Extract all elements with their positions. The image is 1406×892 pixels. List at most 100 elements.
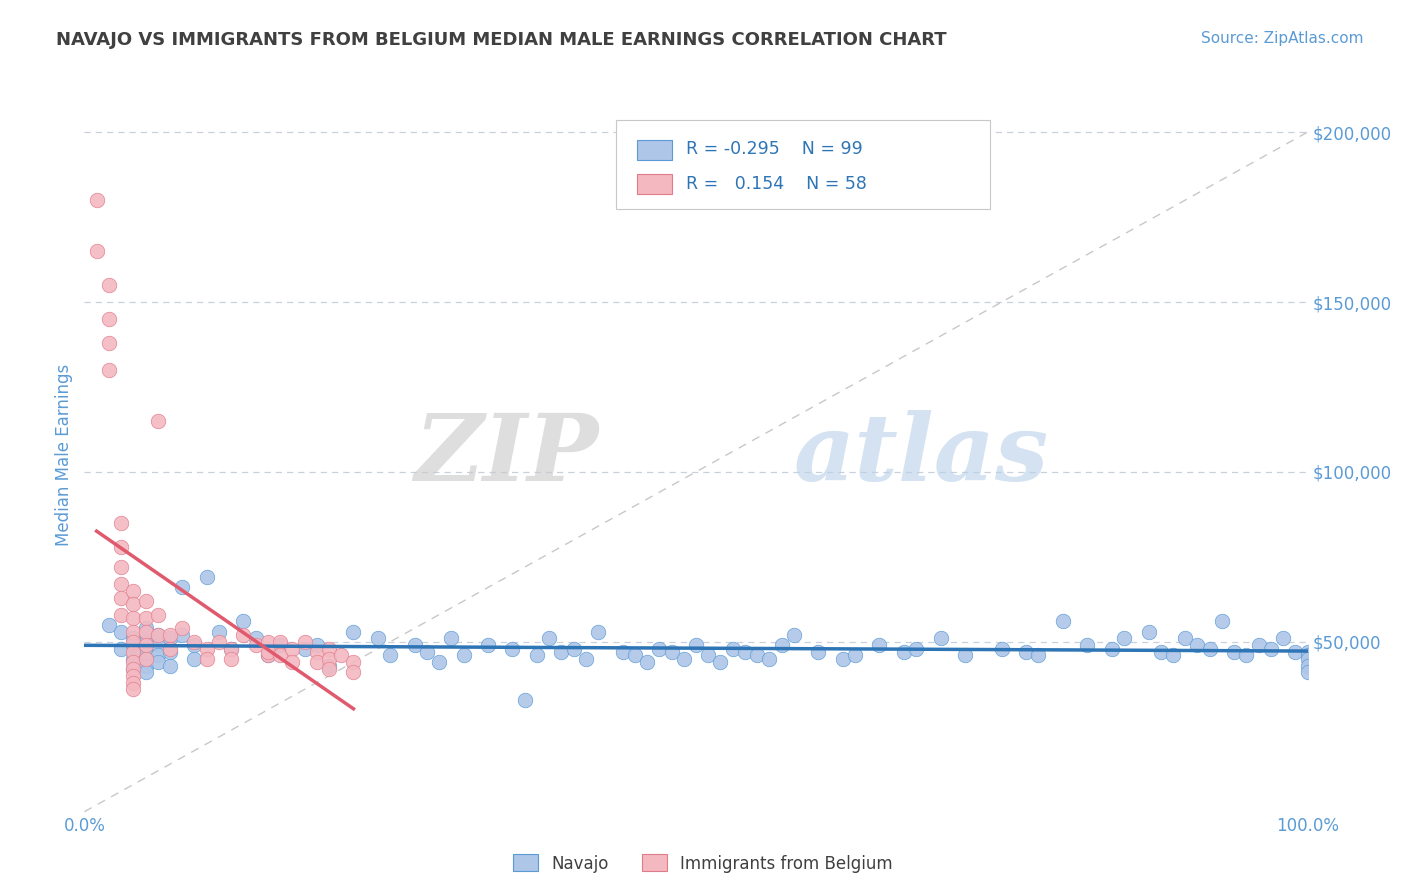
Point bbox=[380, 648, 402, 663]
Point bbox=[97, 312, 120, 326]
Text: NAVAJO VS IMMIGRANTS FROM BELGIUM MEDIAN MALE EARNINGS CORRELATION CHART: NAVAJO VS IMMIGRANTS FROM BELGIUM MEDIAN… bbox=[56, 31, 946, 49]
Point bbox=[575, 652, 598, 666]
Point bbox=[135, 624, 157, 639]
Point bbox=[135, 635, 157, 649]
Point bbox=[122, 675, 145, 690]
Point bbox=[208, 624, 231, 639]
Text: atlas: atlas bbox=[794, 410, 1049, 500]
Point bbox=[758, 652, 780, 666]
Point bbox=[318, 662, 340, 676]
Point bbox=[281, 655, 304, 669]
Point bbox=[342, 665, 364, 680]
Point bbox=[305, 638, 328, 652]
Point bbox=[586, 624, 609, 639]
Point bbox=[294, 641, 316, 656]
Point bbox=[257, 645, 280, 659]
Point bbox=[427, 655, 450, 669]
Point bbox=[122, 611, 145, 625]
Point bbox=[122, 598, 145, 612]
Point bbox=[697, 648, 720, 663]
Point bbox=[513, 692, 536, 706]
Point bbox=[183, 652, 205, 666]
Point bbox=[342, 655, 364, 669]
Point bbox=[110, 577, 132, 591]
Point bbox=[893, 645, 915, 659]
Point bbox=[219, 641, 242, 656]
Point bbox=[685, 638, 707, 652]
Point bbox=[245, 638, 267, 652]
Point bbox=[1174, 632, 1197, 646]
Point bbox=[783, 628, 806, 642]
Point bbox=[367, 632, 389, 646]
Point bbox=[135, 638, 157, 652]
Point bbox=[721, 641, 744, 656]
Point bbox=[172, 621, 194, 635]
Point bbox=[135, 665, 157, 680]
Point bbox=[208, 635, 231, 649]
Point bbox=[1296, 645, 1319, 659]
Point bbox=[257, 648, 280, 663]
Point bbox=[269, 638, 291, 652]
Point bbox=[991, 641, 1014, 656]
Point bbox=[1187, 638, 1209, 652]
Point bbox=[146, 628, 169, 642]
Point bbox=[159, 641, 181, 656]
Point bbox=[110, 560, 132, 574]
Point bbox=[318, 641, 340, 656]
Point bbox=[146, 655, 169, 669]
Point bbox=[672, 652, 695, 666]
Point bbox=[232, 628, 254, 642]
Point bbox=[122, 669, 145, 683]
Point bbox=[122, 662, 145, 676]
Point bbox=[1272, 632, 1295, 646]
Point bbox=[1260, 641, 1282, 656]
Bar bbox=[637, 140, 672, 161]
Point bbox=[122, 662, 145, 676]
Point bbox=[219, 652, 242, 666]
Point bbox=[257, 648, 280, 663]
Point bbox=[318, 658, 340, 673]
Point bbox=[195, 641, 218, 656]
Point bbox=[110, 516, 132, 530]
Point bbox=[172, 628, 194, 642]
Point bbox=[1296, 648, 1319, 663]
Point bbox=[257, 635, 280, 649]
Point bbox=[146, 648, 169, 663]
Point bbox=[1296, 652, 1319, 666]
Point bbox=[440, 632, 463, 646]
Point bbox=[172, 581, 194, 595]
Point bbox=[1161, 648, 1184, 663]
Point bbox=[1296, 665, 1319, 680]
Point bbox=[404, 638, 426, 652]
Point bbox=[159, 658, 181, 673]
Point bbox=[1236, 648, 1258, 663]
Legend: Navajo, Immigrants from Belgium: Navajo, Immigrants from Belgium bbox=[506, 847, 900, 880]
Point bbox=[110, 591, 132, 605]
Point bbox=[183, 638, 205, 652]
Point bbox=[747, 648, 769, 663]
Y-axis label: Median Male Earnings: Median Male Earnings bbox=[55, 364, 73, 546]
Point bbox=[562, 641, 585, 656]
Point bbox=[245, 632, 267, 646]
Point bbox=[146, 638, 169, 652]
Point bbox=[86, 244, 108, 258]
Point bbox=[305, 655, 328, 669]
Point bbox=[1247, 638, 1270, 652]
Point bbox=[122, 682, 145, 697]
Bar bbox=[637, 175, 672, 194]
Point bbox=[135, 594, 157, 608]
Point bbox=[110, 641, 132, 656]
Point bbox=[146, 607, 169, 622]
Point bbox=[342, 624, 364, 639]
Text: ZIP: ZIP bbox=[413, 410, 598, 500]
Point bbox=[807, 645, 830, 659]
Point bbox=[146, 628, 169, 642]
Point bbox=[1150, 645, 1173, 659]
Point bbox=[294, 635, 316, 649]
Point bbox=[636, 655, 658, 669]
Point bbox=[97, 335, 120, 350]
FancyBboxPatch shape bbox=[616, 120, 990, 209]
Point bbox=[953, 648, 976, 663]
Point bbox=[122, 652, 145, 666]
Point bbox=[122, 583, 145, 598]
